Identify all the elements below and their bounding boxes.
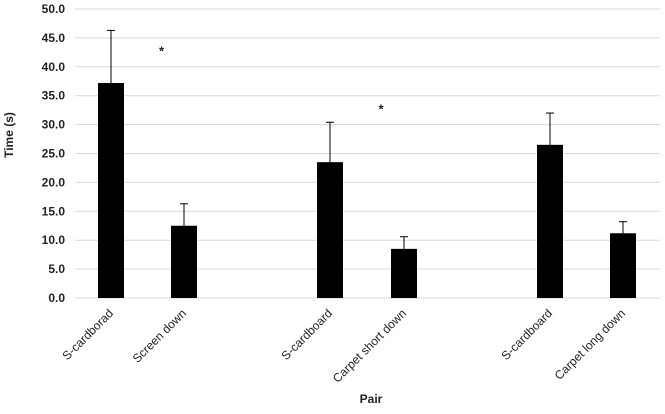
y-tick-label: 15.0 <box>42 204 66 218</box>
y-tick-label: 30.0 <box>42 118 66 132</box>
bar <box>317 162 343 298</box>
y-tick-label: 10.0 <box>42 233 66 247</box>
y-tick-label: 40.0 <box>42 60 66 74</box>
y-tick-label: 45.0 <box>42 31 66 45</box>
x-axis-title: Pair <box>360 392 383 406</box>
bars <box>98 82 636 298</box>
bar <box>391 248 417 298</box>
y-tick-label: 50.0 <box>42 2 66 16</box>
x-category-label: Screen down <box>130 306 189 365</box>
bar <box>98 82 124 298</box>
y-tick-label: 25.0 <box>42 147 66 161</box>
x-category-labels: S-cardborad Screen down S-cardboardCarpet … <box>60 306 629 385</box>
error-bars <box>107 29 627 249</box>
y-tick-label: 35.0 <box>42 89 66 103</box>
x-category-label: Carpet long down <box>552 306 628 382</box>
significance-marker: * <box>378 101 384 116</box>
x-category-label: S-cardborad <box>60 306 117 363</box>
x-category-label: S-cardboard <box>499 306 556 363</box>
significance-markers: ** <box>159 44 385 117</box>
y-tick-labels: 0.0 5.0 10.0 15.0 20.0 25.0 30.0 35.0 40.0 45.0 50… <box>42 2 66 305</box>
y-tick-label: 5.0 <box>48 262 65 276</box>
bar <box>610 233 636 298</box>
bar <box>171 225 197 298</box>
x-category-label: S-cardboard <box>279 306 336 363</box>
y-tick-label: 20.0 <box>42 175 66 189</box>
significance-marker: * <box>159 44 165 59</box>
y-tick-label: 0.0 <box>48 291 65 305</box>
bar <box>537 144 563 298</box>
x-category-label: Carpet short down <box>330 306 409 385</box>
y-axis-title: Time (s) <box>2 112 16 158</box>
